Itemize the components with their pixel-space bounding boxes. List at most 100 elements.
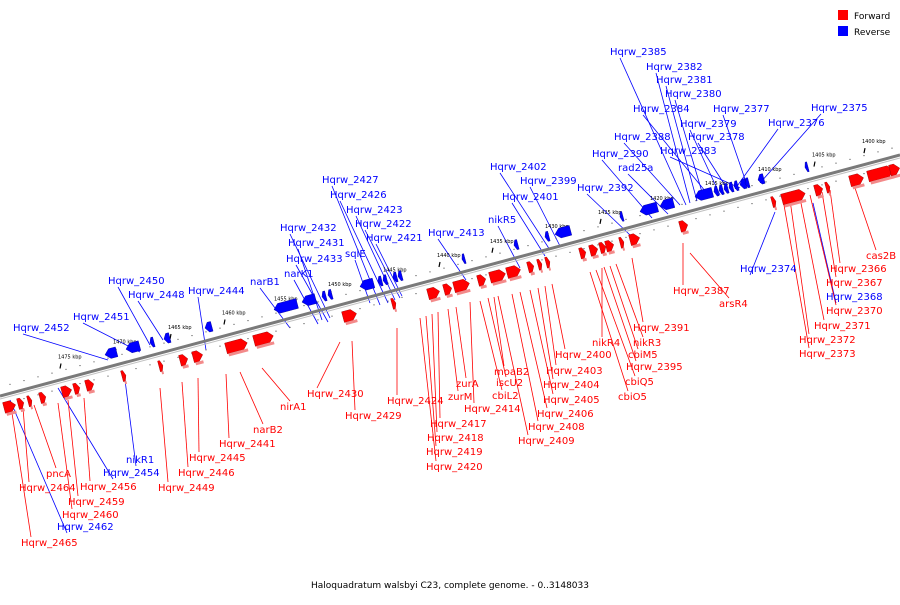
label-connector <box>697 142 729 191</box>
label-connector <box>799 197 825 321</box>
guide-dot <box>863 173 865 175</box>
guide-dot <box>303 304 305 307</box>
guide-dot <box>611 222 613 224</box>
gene-label: Hqrw_2460 <box>62 510 119 521</box>
guide-dot <box>639 233 641 235</box>
gene-shadow <box>6 410 17 416</box>
gene-arrow <box>327 289 334 300</box>
gene-arrow <box>26 395 33 408</box>
guide-dot <box>821 166 823 168</box>
scale-tick <box>491 247 494 253</box>
guide-dot <box>695 200 697 202</box>
label-connector <box>595 269 636 377</box>
label-connector <box>447 308 459 392</box>
reverse-gene <box>554 225 572 239</box>
scale-tick <box>438 261 441 268</box>
guide-dot <box>821 184 823 186</box>
label-connector <box>11 412 32 538</box>
forward-gene <box>505 265 522 282</box>
kbp-label: 1450 kbp <box>328 282 352 288</box>
gene-arrow <box>72 382 81 395</box>
gene-label: Hqrw_2451 <box>73 312 130 323</box>
forward-gene <box>628 233 641 249</box>
gene-shadow <box>446 293 453 299</box>
label-connector <box>623 142 681 206</box>
gene-label: cbiM5 <box>628 350 658 361</box>
forward-gene <box>157 360 165 375</box>
label-connector <box>689 252 730 299</box>
kbp-label: 1410 kbp <box>758 167 782 173</box>
gene-label: Hqrw_2421 <box>366 233 423 244</box>
gene-arrow <box>84 379 94 392</box>
label-connector <box>297 248 323 321</box>
forward-gene <box>526 261 536 276</box>
label-connector <box>159 387 169 483</box>
guide-dot <box>51 390 53 392</box>
gene-arrow <box>554 225 572 239</box>
label-connector <box>419 317 437 462</box>
guide-dot <box>93 379 95 381</box>
guide-dot <box>219 345 221 347</box>
gene-label: Hqrw_2464 <box>19 483 76 494</box>
gene-label: Hqrw_2422 <box>355 219 412 230</box>
forward-gene <box>476 274 487 289</box>
guide-dot <box>779 177 781 179</box>
label-connector <box>829 189 841 264</box>
reverse-gene <box>728 181 735 193</box>
guide-dot <box>121 353 123 355</box>
guide-dot <box>751 185 753 187</box>
gene-arrow <box>377 275 384 287</box>
guide-dot <box>471 278 473 280</box>
label-connector <box>809 194 837 306</box>
gene-label: Hqrw_2390 <box>592 149 649 160</box>
kbp-label: 1400 kbp <box>862 139 886 145</box>
reverse-gene <box>513 239 520 250</box>
guide-dot <box>219 327 221 329</box>
gene-shadow <box>20 408 26 413</box>
gene-arrow <box>392 271 399 283</box>
guide-dot <box>555 237 557 239</box>
kbp-label: 1430 kbp <box>545 224 569 230</box>
gene-arrow <box>813 184 823 197</box>
gene-arrow <box>476 274 486 287</box>
label-connector <box>589 271 629 392</box>
label-connector <box>364 229 401 299</box>
reverse-gene <box>104 346 119 359</box>
gene-arrow <box>694 187 714 201</box>
reverse-gene <box>619 211 625 222</box>
gene-arrow <box>301 293 318 306</box>
label-connector <box>479 300 503 391</box>
gene-label: Hqrw_2376 <box>768 118 825 129</box>
reverse-gene <box>301 293 318 306</box>
guide-dot <box>65 368 67 370</box>
label-connector <box>137 300 164 341</box>
forward-gene <box>2 400 17 416</box>
gene-label: Hqrw_2380 <box>665 89 722 100</box>
gene-label: Hqrw_2379 <box>680 119 737 130</box>
gene-shadow <box>195 360 204 366</box>
reverse-gene <box>723 183 730 194</box>
gene-label: Hqrw_2385 <box>610 47 667 58</box>
gene-arrow <box>757 173 766 185</box>
label-connector <box>669 156 741 189</box>
gene-label: Hqrw_2417 <box>430 419 487 430</box>
guide-dot <box>667 225 669 227</box>
guide-dot <box>93 361 95 363</box>
gene-label: Hqrw_2462 <box>57 522 114 533</box>
gene-arrow <box>824 181 831 194</box>
guide-dot <box>891 147 893 149</box>
gene-arrow <box>163 332 172 344</box>
gene-label: Hqrw_2432 <box>280 223 337 234</box>
forward-gene <box>452 279 471 296</box>
gene-label: Hqrw_2418 <box>427 433 484 444</box>
gene-label: narB1 <box>250 277 280 288</box>
gene-arrow <box>678 220 688 233</box>
reverse-gene <box>149 336 156 348</box>
label-connector <box>529 289 554 395</box>
guide-dot <box>177 356 179 358</box>
gene-shadow <box>430 296 441 303</box>
guide-dot <box>583 248 585 250</box>
guide-dot <box>765 199 767 201</box>
guide-dot <box>709 214 711 216</box>
gene-arrow <box>744 177 751 189</box>
